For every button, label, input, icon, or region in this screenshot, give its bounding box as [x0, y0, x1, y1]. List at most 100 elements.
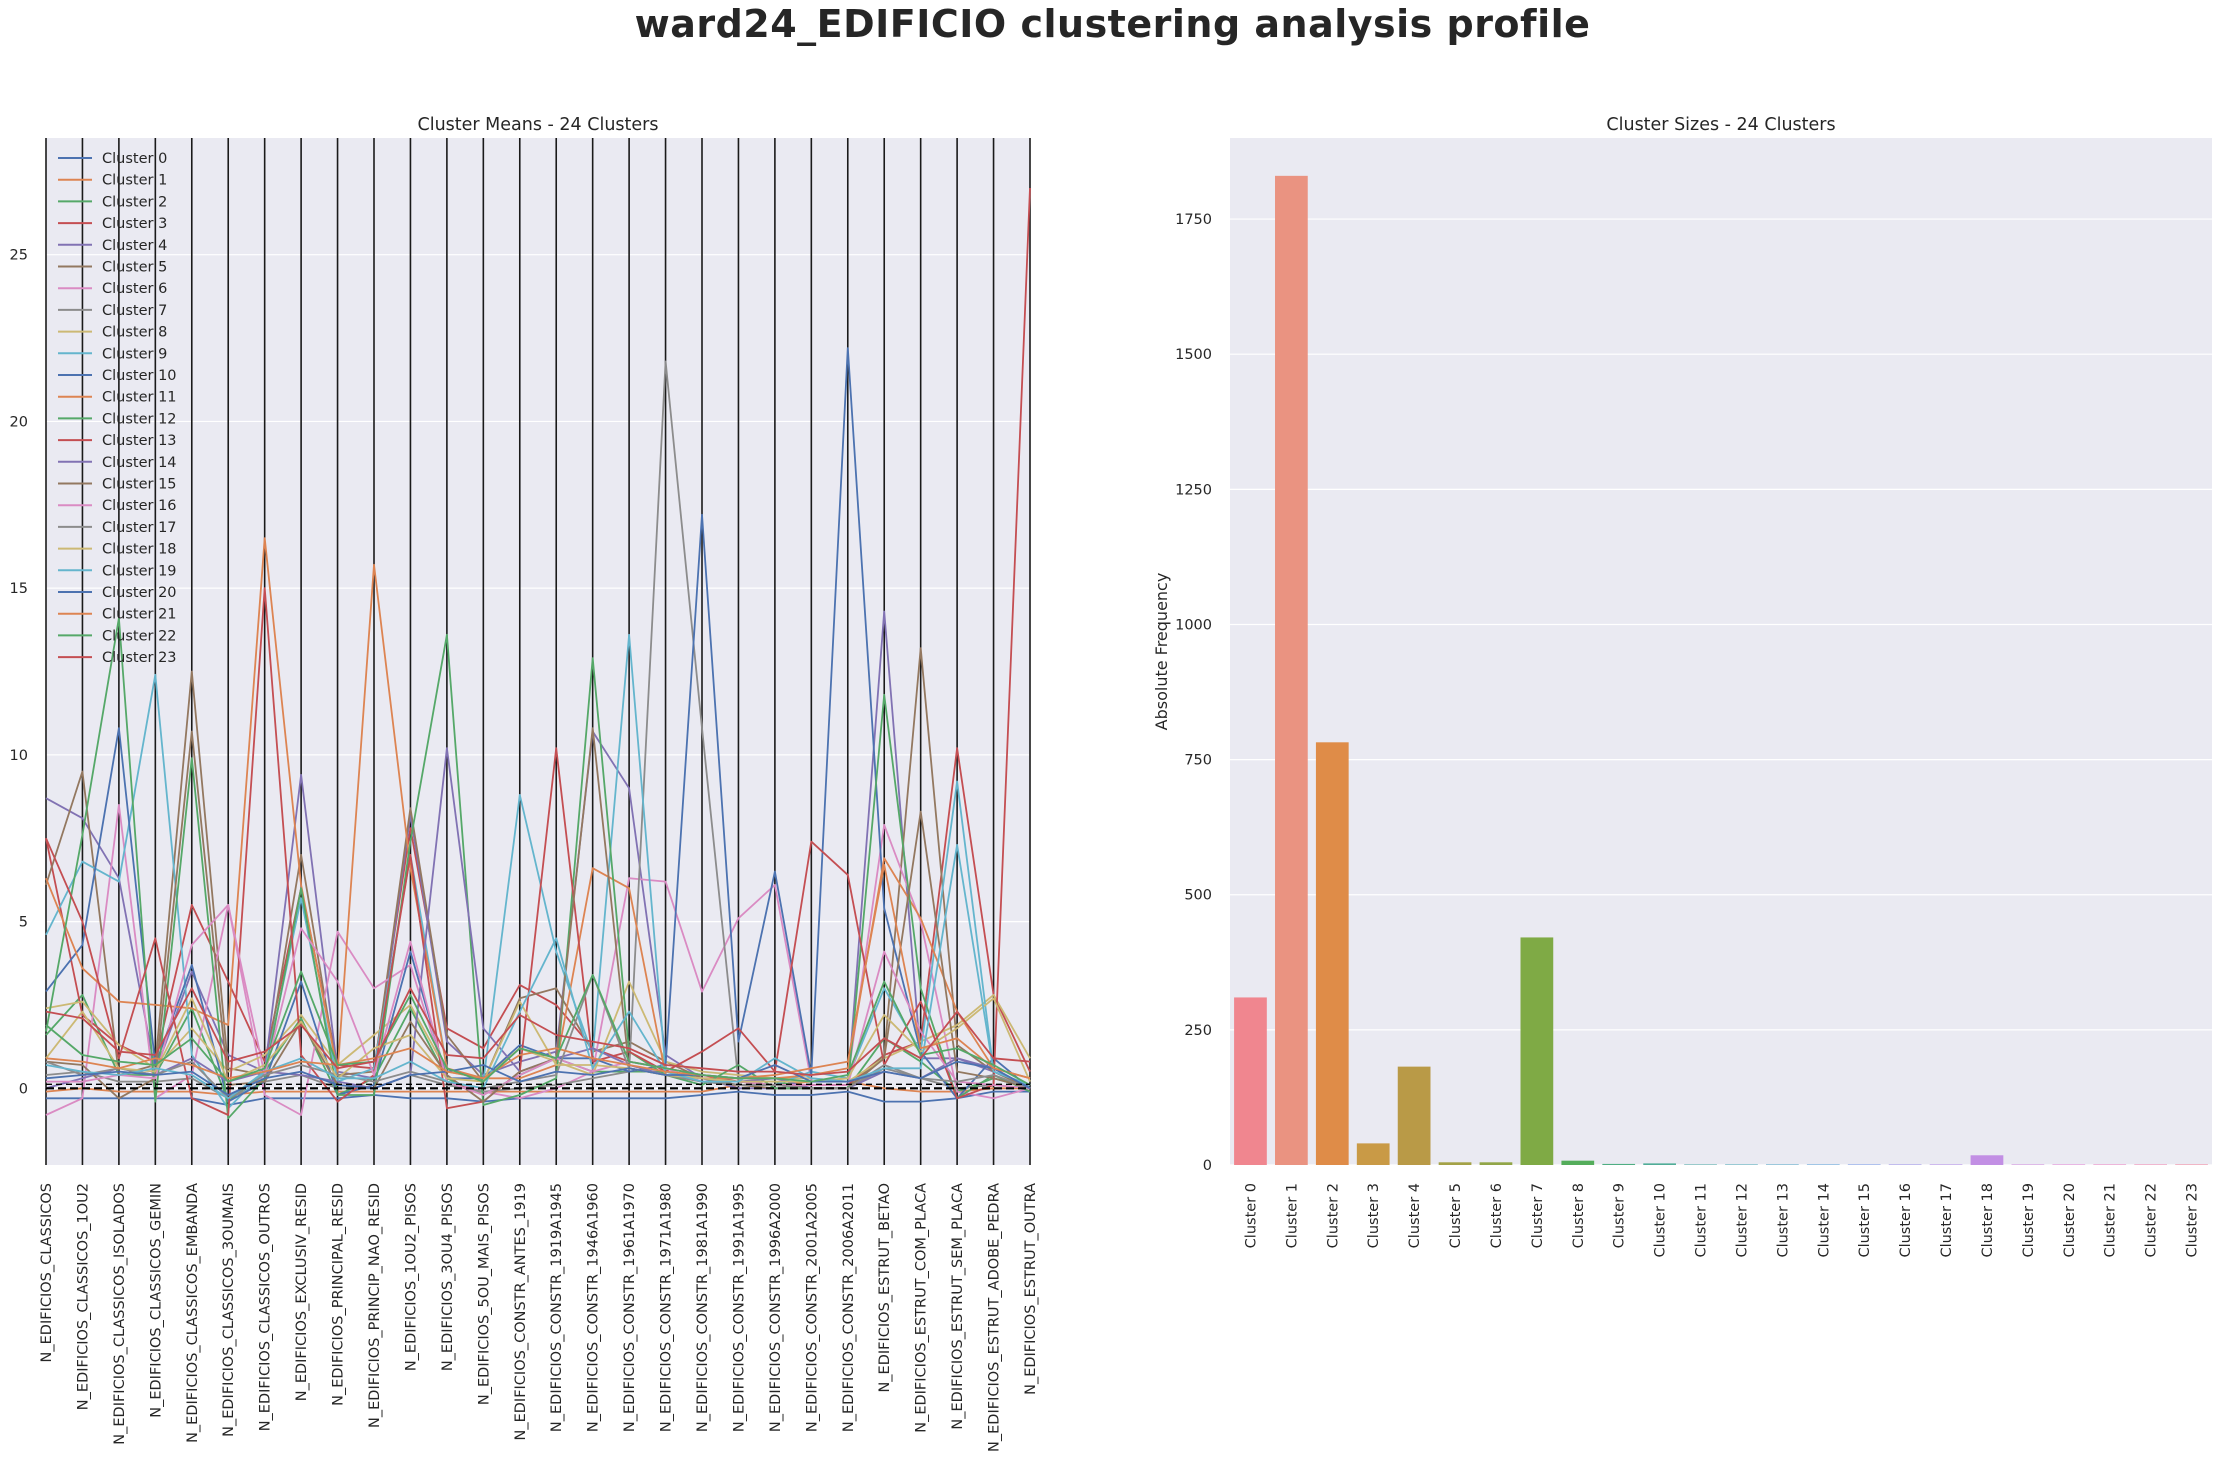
- y-tick-label: 0: [1203, 1158, 1212, 1174]
- legend-label: Cluster 18: [102, 542, 177, 558]
- y-tick-label: 25: [10, 248, 28, 264]
- legend-label: Cluster 12: [102, 411, 177, 427]
- x-tick-label: Cluster 2: [1325, 1183, 1341, 1248]
- x-tick-label: N_EDIFICIOS_CONSTR_1961A1970: [622, 1183, 638, 1432]
- series-line-21: [45, 864, 1031, 1080]
- x-tick-label: Cluster 7: [1530, 1183, 1546, 1248]
- bar-21: [2093, 1164, 2127, 1165]
- y-axis-label: Absolute Frequency: [1152, 573, 1171, 731]
- x-tick-label: N_EDIFICIOS_CONSTR_2001A2005: [804, 1183, 820, 1432]
- series-line-19: [45, 844, 1031, 1100]
- bar-8: [1561, 1160, 1595, 1165]
- bar-9: [1602, 1163, 1636, 1165]
- bar-2: [1315, 742, 1349, 1165]
- x-tick-label: N_EDIFICIOS_CONSTR_2006A2011: [841, 1183, 857, 1432]
- x-tick-label: Cluster 13: [1775, 1183, 1791, 1258]
- x-tick-label: N_EDIFICIOS_CONSTR_1971A1980: [659, 1183, 675, 1432]
- x-tick-label: Cluster 14: [1816, 1183, 1832, 1258]
- bar-7: [1520, 937, 1554, 1165]
- x-tick-label: Cluster 10: [1653, 1183, 1669, 1258]
- x-tick-label: N_EDIFICIOS_ESTRUT_BETAO: [877, 1183, 893, 1393]
- y-tick-label: 0: [19, 1081, 28, 1097]
- legend-label: Cluster 0: [102, 151, 167, 167]
- series-line-15: [45, 727, 1031, 1103]
- y-tick-label: 1500: [1175, 347, 1212, 363]
- series-line-5: [45, 647, 1031, 1090]
- x-tick-label: N_EDIFICIOS_CLASSICOS_OUTROS: [258, 1183, 274, 1431]
- x-tick-label: N_EDIFICIOS_CLASSICOS_3OUMAIS: [221, 1183, 237, 1437]
- legend-label: Cluster 11: [102, 390, 177, 406]
- x-tick-label: N_EDIFICIOS_CONSTR_1996A2000: [768, 1183, 784, 1432]
- bar-12: [1725, 1164, 1758, 1165]
- x-tick-label: N_EDIFICIOS_PRINCIPAL_RESID: [331, 1183, 347, 1406]
- x-tick-label: N_EDIFICIOS_PRINCIP_NAO_RESID: [367, 1183, 383, 1428]
- bar-20: [2052, 1164, 2086, 1165]
- legend-label: Cluster 21: [102, 607, 177, 623]
- y-tick-label: 15: [10, 581, 28, 597]
- x-tick-label: Cluster 8: [1571, 1183, 1587, 1248]
- x-tick-label: Cluster 9: [1612, 1183, 1628, 1248]
- legend-label: Cluster 3: [102, 216, 167, 232]
- figure-title: ward24_EDIFICIO clustering analysis prof…: [634, 2, 1591, 46]
- x-tick-label: N_EDIFICIOS_ESTRUT_SEM_PLACA: [950, 1183, 966, 1430]
- x-tick-label: N_EDIFICIOS_CLASSICOS_GEMIN: [148, 1183, 164, 1418]
- series-line-20: [45, 1060, 1031, 1096]
- y-tick-label: 20: [10, 414, 28, 430]
- x-tick-label: Cluster 22: [2144, 1183, 2160, 1258]
- legend-label: Cluster 20: [102, 585, 177, 601]
- series-line-18: [45, 997, 1031, 1083]
- x-tick-label: Cluster 5: [1448, 1183, 1464, 1248]
- x-tick-label: Cluster 0: [1243, 1183, 1259, 1248]
- legend-label: Cluster 2: [102, 194, 167, 210]
- legend-label: Cluster 6: [102, 281, 167, 297]
- y-tick-label: 1000: [1175, 617, 1212, 633]
- bar-10: [1643, 1163, 1676, 1165]
- x-tick-label: N_EDIFICIOS_3OU4_PISOS: [440, 1183, 456, 1371]
- cluster-means-panel: 0 5 10 15 20 25 N_EDIFICIOS_CLASSICOS N_EDIFICI…: [10, 115, 1039, 1452]
- x-tick-label: Cluster 18: [1980, 1183, 1996, 1258]
- legend-label: Cluster 19: [102, 563, 177, 579]
- x-tick-label: Cluster 4: [1407, 1183, 1423, 1248]
- x-tick-label: N_EDIFICIOS_CLASSICOS_EMBANDA: [185, 1183, 201, 1443]
- series-line-9: [45, 633, 1031, 1110]
- x-tick-label: N_EDIFICIOS_ESTRUT_COM_PLACA: [914, 1183, 930, 1433]
- bar-1: [1275, 175, 1308, 1165]
- x-tick-label: Cluster 20: [2062, 1183, 2078, 1258]
- y-tick-label: 10: [10, 748, 28, 764]
- x-tick-label: Cluster 6: [1489, 1183, 1505, 1248]
- legend-label: Cluster 10: [102, 368, 177, 384]
- y-tick-label: 5: [19, 915, 28, 931]
- x-tick-label: Cluster 21: [2103, 1183, 2119, 1258]
- chart-title: Cluster Sizes - 24 Clusters: [1606, 115, 1835, 135]
- plot-area: [1230, 138, 2212, 1165]
- x-tick-label: Cluster 17: [1939, 1183, 1955, 1258]
- chart-title: Cluster Means - 24 Clusters: [418, 115, 659, 135]
- bar-23: [2175, 1164, 2208, 1165]
- legend-label: Cluster 5: [102, 260, 167, 276]
- x-tick-label: N_EDIFICIOS_CLASSICOS_ISOLADOS: [112, 1183, 128, 1445]
- legend-label: Cluster 16: [102, 498, 177, 514]
- bar-0: [1234, 997, 1267, 1165]
- series-line-22: [45, 970, 1031, 1086]
- x-tick-label: N_EDIFICIOS_5OU_MAIS_PISOS: [476, 1183, 492, 1405]
- x-tick-label: Cluster 23: [2185, 1183, 2201, 1258]
- series-line-6: [45, 804, 1031, 1116]
- series-line-23: [45, 987, 1031, 1076]
- bar-4: [1397, 1066, 1431, 1165]
- legend-label: Cluster 1: [102, 173, 167, 189]
- bar-16: [1888, 1164, 1922, 1165]
- x-tick-label: N_EDIFICIOS_1OU2_PISOS: [403, 1183, 419, 1371]
- bar-18: [1970, 1155, 2004, 1165]
- x-tick-label: N_EDIFICIOS_CLASSICOS: [39, 1183, 55, 1362]
- y-tick-label: 750: [1184, 753, 1212, 769]
- x-tick-label: Cluster 1: [1284, 1183, 1300, 1248]
- cluster-sizes-panel: 0 250 500 750 1000 1250 1500 1750 Cluster 0 Clust…: [1152, 115, 2212, 1258]
- x-tick-label: N_EDIFICIOS_CONSTR_1991A1995: [731, 1183, 747, 1432]
- y-tick-label: 1750: [1175, 212, 1212, 228]
- x-tick-label: N_EDIFICIOS_CONSTR_ANTES_1919: [513, 1183, 529, 1441]
- legend-label: Cluster 7: [102, 303, 167, 319]
- x-tick-label: Cluster 12: [1734, 1183, 1750, 1258]
- bar-11: [1684, 1164, 1717, 1165]
- legend-label: Cluster 8: [102, 325, 167, 341]
- legend-label: Cluster 23: [102, 650, 177, 666]
